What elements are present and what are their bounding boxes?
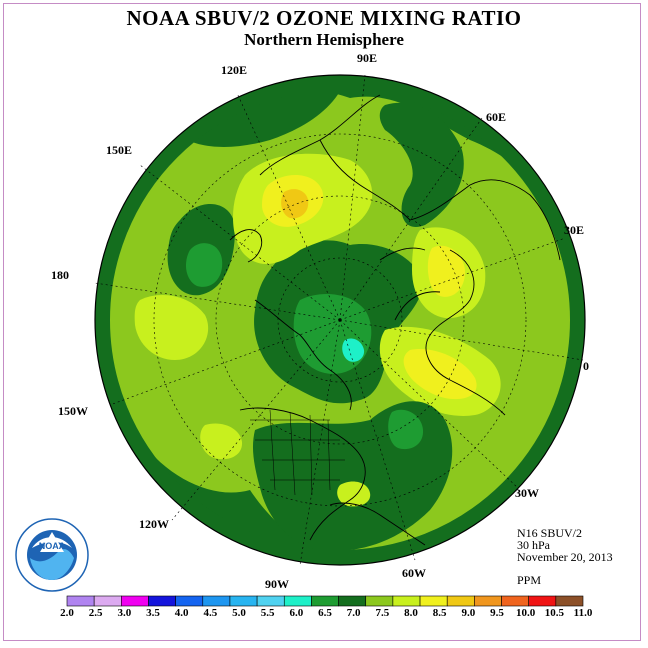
meridian-0 xyxy=(339,319,584,361)
colorbar-swatch xyxy=(338,595,367,607)
colorbar-swatch xyxy=(555,595,584,607)
latitude-circle-70 xyxy=(277,257,403,383)
colorbar-tick-label: 3.0 xyxy=(117,607,132,619)
colorbar-swatch xyxy=(202,595,231,607)
colorbar-swatch xyxy=(66,595,95,607)
map-subtitle: Northern Hemisphere xyxy=(244,30,404,49)
noaa-logo xyxy=(15,518,89,592)
colorbar-tick-label: 8.0 xyxy=(404,607,418,619)
lon-label-30e: 30E xyxy=(564,223,585,237)
colorbar-swatch xyxy=(311,595,339,607)
colorbar-tick-label: 4.5 xyxy=(203,607,218,619)
colorbar-swatch xyxy=(392,595,421,607)
lon-label-60e: 60E xyxy=(486,110,507,124)
meridian-150e xyxy=(139,164,341,321)
colorbar-tick-label: 2.5 xyxy=(88,607,103,619)
lon-label-150w: 150W xyxy=(58,404,88,418)
colorbar-swatch xyxy=(528,595,557,607)
figure-frame xyxy=(3,3,641,641)
lon-label-30w: 30W xyxy=(515,486,539,500)
lon-label-90w: 90W xyxy=(265,577,289,591)
colorbar-tick-label: 9.0 xyxy=(461,607,476,619)
latitude-circle-50 xyxy=(215,195,465,445)
colorbar-tick-label: 2.0 xyxy=(60,607,74,619)
colorbar-swatch xyxy=(93,595,122,607)
meridian-120w xyxy=(171,319,341,521)
field-orange-north xyxy=(281,189,309,219)
lon-label-180: 180 xyxy=(51,268,69,282)
meridian-150w xyxy=(109,319,341,406)
colorbar-tick-label: 6.5 xyxy=(318,607,332,619)
colorbar-swatch xyxy=(148,595,176,607)
colorbar-swatch xyxy=(121,595,149,607)
lon-label-120e: 120E xyxy=(221,63,248,77)
meridian-30w xyxy=(339,319,519,489)
colorbar-tick-label: 6.0 xyxy=(289,607,304,619)
colorbar-tick-label: 11.0 xyxy=(573,607,593,619)
meridian-90e xyxy=(339,74,366,321)
field-green-blob-west xyxy=(185,243,223,287)
colorbar-swatch xyxy=(501,595,529,607)
field-dark-blob-ne xyxy=(379,102,464,227)
field-yg-southwest xyxy=(200,423,243,460)
meridian-60e xyxy=(339,117,483,321)
lon-label-90e: 90E xyxy=(357,51,378,65)
meridian-180 xyxy=(94,282,341,321)
colorbar-tick-label: 10.5 xyxy=(544,607,564,619)
colorbar-tick-label: 9.5 xyxy=(490,607,504,619)
colorbar-tick-label: 5.0 xyxy=(232,607,246,619)
meridian-60w xyxy=(339,319,416,561)
map-boundary xyxy=(94,74,586,566)
colorbar-tick-label: 4.0 xyxy=(174,607,189,619)
colorbar-swatch xyxy=(175,595,204,607)
colorbar-tick-label: 5.5 xyxy=(260,607,275,619)
latitude-circle-30 xyxy=(153,133,527,507)
colorbar-tick-label: 7.0 xyxy=(346,607,361,619)
colorbar-tick-label: 7.5 xyxy=(375,607,390,619)
noaa-logo-text: NOAA xyxy=(39,541,66,551)
colorbar-swatch xyxy=(256,595,285,607)
lon-label-60w: 60W xyxy=(402,566,426,580)
colorbar-swatch xyxy=(365,595,394,607)
field-yg-west xyxy=(134,295,209,360)
colorbar-tick-label: 8.5 xyxy=(432,607,447,619)
lon-label-150e: 150E xyxy=(106,143,133,157)
field-yellow-east xyxy=(427,245,465,297)
colorbar-swatch xyxy=(283,595,312,607)
state-borders xyxy=(250,409,345,496)
meridian-90w xyxy=(299,319,341,566)
field-yg-south xyxy=(337,481,371,507)
colorbar-swatch xyxy=(419,595,448,607)
meridian-120e xyxy=(236,92,341,321)
lon-label-120w: 120W xyxy=(139,517,169,531)
instrument-label: N16 SBUV/2 xyxy=(517,526,583,540)
colorbar-swatch xyxy=(446,595,475,607)
pressure-level-label: 30 hPa xyxy=(517,538,550,552)
units-label: PPM xyxy=(517,573,542,587)
colorbar-swatch xyxy=(229,595,258,607)
lon-label-0: 0 xyxy=(583,359,589,373)
map-title: NOAA SBUV/2 OZONE MIXING RATIO xyxy=(126,6,522,30)
colorbar-tick-label: 3.5 xyxy=(146,607,160,619)
colorbar-swatch xyxy=(474,595,502,607)
colorbar-tick-label: 10.0 xyxy=(516,607,536,619)
date-label: November 20, 2013 xyxy=(517,550,613,564)
graticule xyxy=(94,74,584,566)
